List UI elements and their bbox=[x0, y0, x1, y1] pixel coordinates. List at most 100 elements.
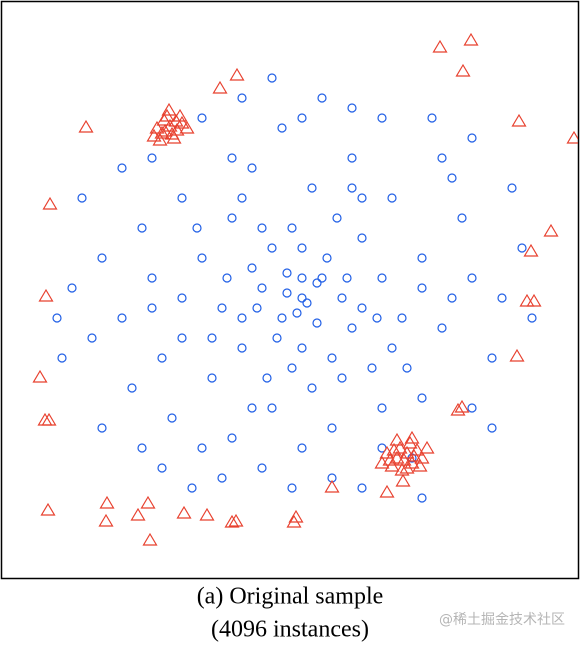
point bbox=[487, 423, 497, 433]
point bbox=[404, 430, 420, 444]
point bbox=[337, 293, 347, 303]
point bbox=[78, 119, 94, 133]
point bbox=[87, 333, 97, 343]
point bbox=[357, 193, 367, 203]
point bbox=[347, 323, 357, 333]
point bbox=[164, 126, 180, 140]
point bbox=[367, 363, 377, 373]
point bbox=[152, 132, 168, 146]
point bbox=[224, 514, 240, 528]
point bbox=[287, 363, 297, 373]
point bbox=[463, 32, 479, 46]
caption-title: (a) Original sample bbox=[197, 584, 384, 610]
point bbox=[432, 39, 448, 53]
point bbox=[527, 313, 537, 323]
point bbox=[130, 507, 146, 521]
point bbox=[177, 293, 187, 303]
point bbox=[312, 278, 322, 288]
point bbox=[157, 463, 167, 473]
point bbox=[302, 298, 312, 308]
point bbox=[287, 483, 297, 493]
point bbox=[447, 173, 457, 183]
point bbox=[507, 183, 517, 193]
point bbox=[288, 509, 304, 523]
point bbox=[337, 373, 347, 383]
point bbox=[386, 442, 402, 456]
point bbox=[38, 288, 54, 302]
point bbox=[57, 353, 67, 363]
point bbox=[372, 313, 382, 323]
point bbox=[377, 273, 387, 283]
point bbox=[374, 455, 390, 469]
point bbox=[357, 483, 367, 493]
point bbox=[137, 443, 147, 453]
point bbox=[317, 93, 327, 103]
point bbox=[394, 462, 410, 476]
point bbox=[402, 363, 412, 373]
point bbox=[377, 113, 387, 123]
point bbox=[324, 479, 340, 493]
point bbox=[517, 243, 527, 253]
point bbox=[207, 333, 217, 343]
point bbox=[487, 353, 497, 363]
point bbox=[237, 193, 247, 203]
point bbox=[523, 243, 539, 257]
point bbox=[282, 268, 292, 278]
point bbox=[42, 196, 58, 210]
point bbox=[97, 253, 107, 263]
point bbox=[379, 484, 395, 498]
point bbox=[543, 223, 559, 237]
point bbox=[406, 448, 422, 462]
point bbox=[447, 293, 457, 303]
point bbox=[228, 513, 244, 527]
point bbox=[511, 113, 527, 127]
point bbox=[297, 273, 307, 283]
point bbox=[412, 458, 428, 472]
point bbox=[237, 343, 247, 353]
caption-subtitle: (4096 instances) bbox=[211, 617, 369, 643]
point bbox=[99, 495, 115, 509]
point bbox=[419, 440, 435, 454]
point bbox=[161, 102, 177, 116]
point bbox=[397, 313, 407, 323]
point bbox=[437, 153, 447, 163]
point bbox=[297, 113, 307, 123]
point bbox=[197, 113, 207, 123]
point bbox=[199, 507, 215, 521]
point bbox=[347, 183, 357, 193]
point bbox=[417, 493, 427, 503]
point bbox=[399, 460, 415, 474]
point bbox=[292, 308, 302, 318]
point bbox=[257, 283, 267, 293]
point bbox=[247, 163, 257, 173]
point bbox=[437, 323, 447, 333]
point bbox=[137, 223, 147, 233]
watermark: @稀土掘金技术社区 bbox=[439, 612, 565, 628]
point bbox=[427, 113, 437, 123]
point bbox=[454, 399, 470, 413]
point bbox=[147, 153, 157, 163]
point bbox=[377, 403, 387, 413]
point bbox=[157, 123, 173, 137]
point bbox=[455, 63, 471, 77]
point bbox=[467, 273, 477, 283]
point bbox=[97, 423, 107, 433]
point bbox=[77, 193, 87, 203]
point bbox=[389, 432, 405, 446]
point bbox=[177, 193, 187, 203]
point bbox=[147, 303, 157, 313]
point bbox=[297, 443, 307, 453]
point bbox=[312, 318, 322, 328]
point bbox=[307, 383, 317, 393]
point bbox=[32, 369, 48, 383]
point bbox=[229, 67, 245, 81]
point bbox=[52, 313, 62, 323]
point bbox=[262, 373, 272, 383]
point bbox=[332, 213, 342, 223]
point bbox=[217, 303, 227, 313]
point bbox=[450, 402, 466, 416]
point bbox=[252, 303, 262, 313]
point bbox=[566, 130, 578, 144]
point bbox=[297, 343, 307, 353]
